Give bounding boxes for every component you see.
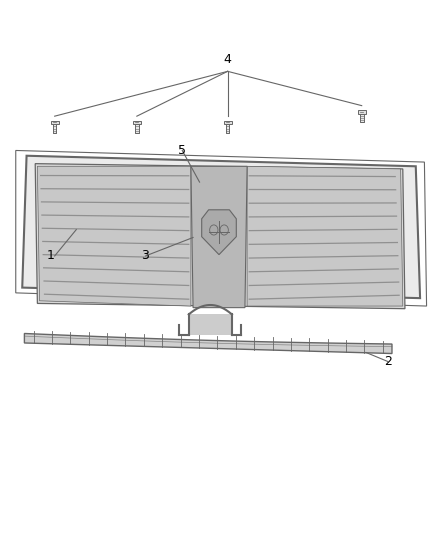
Bar (226, 124, 230, 133)
Polygon shape (247, 166, 403, 306)
Polygon shape (191, 166, 247, 308)
Polygon shape (202, 210, 236, 255)
Bar (224, 120, 232, 124)
Bar (360, 114, 364, 123)
Text: 5: 5 (178, 144, 186, 157)
Polygon shape (25, 334, 392, 353)
Text: 2: 2 (384, 355, 392, 368)
Bar (51, 120, 59, 124)
Bar (358, 110, 366, 114)
Polygon shape (22, 156, 420, 298)
Text: 3: 3 (141, 249, 149, 262)
Polygon shape (37, 166, 191, 306)
Text: 1: 1 (46, 249, 54, 262)
Bar (133, 120, 141, 124)
Text: 4: 4 (224, 53, 232, 66)
Polygon shape (189, 314, 232, 335)
Bar (53, 124, 57, 133)
Polygon shape (35, 164, 405, 309)
Bar (135, 124, 139, 133)
